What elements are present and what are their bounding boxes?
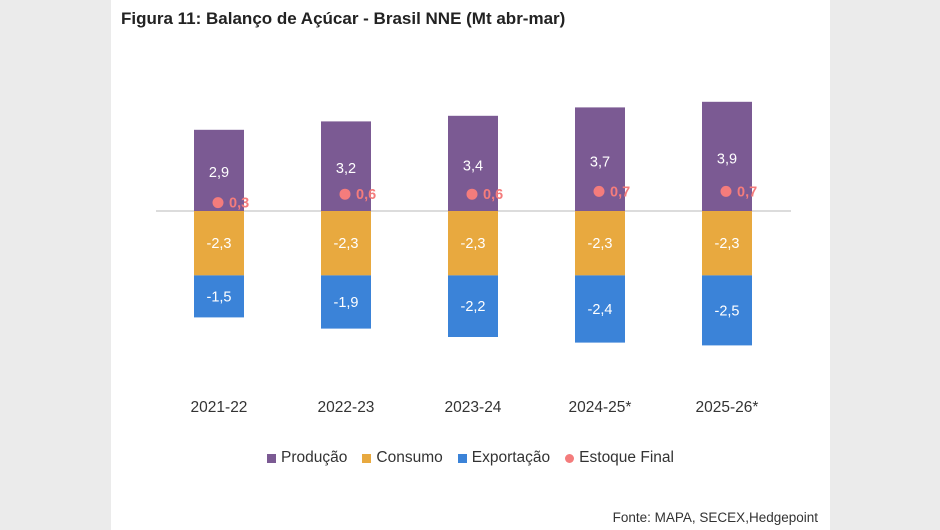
bar-consumo <box>194 211 244 276</box>
bar-label-consumo: -2,3 <box>334 236 359 252</box>
legend-label-consumo: Consumo <box>376 449 443 466</box>
legend-item-producao: Produção <box>267 449 347 467</box>
x-tick-label: 2025-26* <box>696 399 759 416</box>
point-estoque-final <box>339 188 351 200</box>
bar-consumo <box>448 211 498 276</box>
bar-label-consumo: -2,3 <box>715 236 740 252</box>
point-label-estoque-final: 0,3 <box>229 196 249 212</box>
bar-label-exportacao: -2,2 <box>461 299 486 315</box>
chart-title: Figura 11: Balanço de Açúcar - Brasil NN… <box>121 9 566 28</box>
legend-label-exportacao: Exportação <box>471 449 551 466</box>
bar-label-exportacao: -1,5 <box>207 289 232 305</box>
bar-label-producao: 3,4 <box>463 158 483 174</box>
bar-label-producao: 2,9 <box>209 165 229 181</box>
point-label-estoque-final: 0,7 <box>737 184 757 200</box>
legend-item-consumo: Consumo <box>362 449 443 467</box>
bar-label-exportacao: -2,5 <box>715 303 740 319</box>
legend-swatch-exportacao <box>457 453 467 463</box>
x-tick-label: 2022-23 <box>318 399 375 416</box>
bar-exportacao <box>194 275 244 318</box>
legend-swatch-estoque-final <box>565 453 575 463</box>
chart-legend: Produção Consumo Exportação Estoque Fina… <box>111 449 830 467</box>
point-label-estoque-final: 0,6 <box>483 187 503 203</box>
chart-panel: Figura 11: Balanço de Açúcar - Brasil NN… <box>111 0 830 530</box>
bar-label-exportacao: -1,9 <box>334 295 359 311</box>
legend-item-exportacao: Exportação <box>457 449 551 467</box>
point-estoque-final <box>720 185 732 197</box>
point-label-estoque-final: 0,6 <box>356 187 376 203</box>
legend-swatch-consumo <box>362 453 372 463</box>
bar-label-consumo: -2,3 <box>588 236 613 252</box>
chart-source: Fonte: MAPA, SECEX,Hedgepoint <box>612 510 818 525</box>
point-label-estoque-final: 0,7 <box>610 184 630 200</box>
bar-exportacao <box>321 275 371 329</box>
bar-label-consumo: -2,3 <box>207 236 232 252</box>
legend-swatch-producao <box>267 453 277 463</box>
legend-label-estoque-final: Estoque Final <box>579 449 674 466</box>
x-tick-label: 2021-22 <box>191 399 248 416</box>
bar-exportacao <box>448 275 498 337</box>
bar-label-producao: 3,9 <box>717 152 737 168</box>
point-estoque-final <box>593 185 605 197</box>
legend-label-producao: Produção <box>281 449 348 466</box>
bar-label-producao: 3,7 <box>590 154 610 170</box>
legend-item-estoque-final: Estoque Final <box>565 449 674 467</box>
stacked-bar-chart: 2,9 -2,3 -1,5 0,3 2021-22 3,2 -2,3 -1,9 0,6 2022-… <box>156 101 791 416</box>
bar-label-producao: 3,2 <box>336 161 356 177</box>
bar-consumo <box>321 211 371 276</box>
x-tick-label: 2024-25* <box>569 399 632 416</box>
bar-consumo <box>702 211 752 276</box>
bar-exportacao <box>575 275 625 343</box>
bar-label-consumo: -2,3 <box>461 236 486 252</box>
x-tick-label: 2023-24 <box>445 399 502 416</box>
point-estoque-final <box>212 197 224 209</box>
bar-exportacao <box>702 275 752 346</box>
bar-consumo <box>575 211 625 276</box>
point-estoque-final <box>466 188 478 200</box>
bar-label-exportacao: -2,4 <box>588 302 613 318</box>
